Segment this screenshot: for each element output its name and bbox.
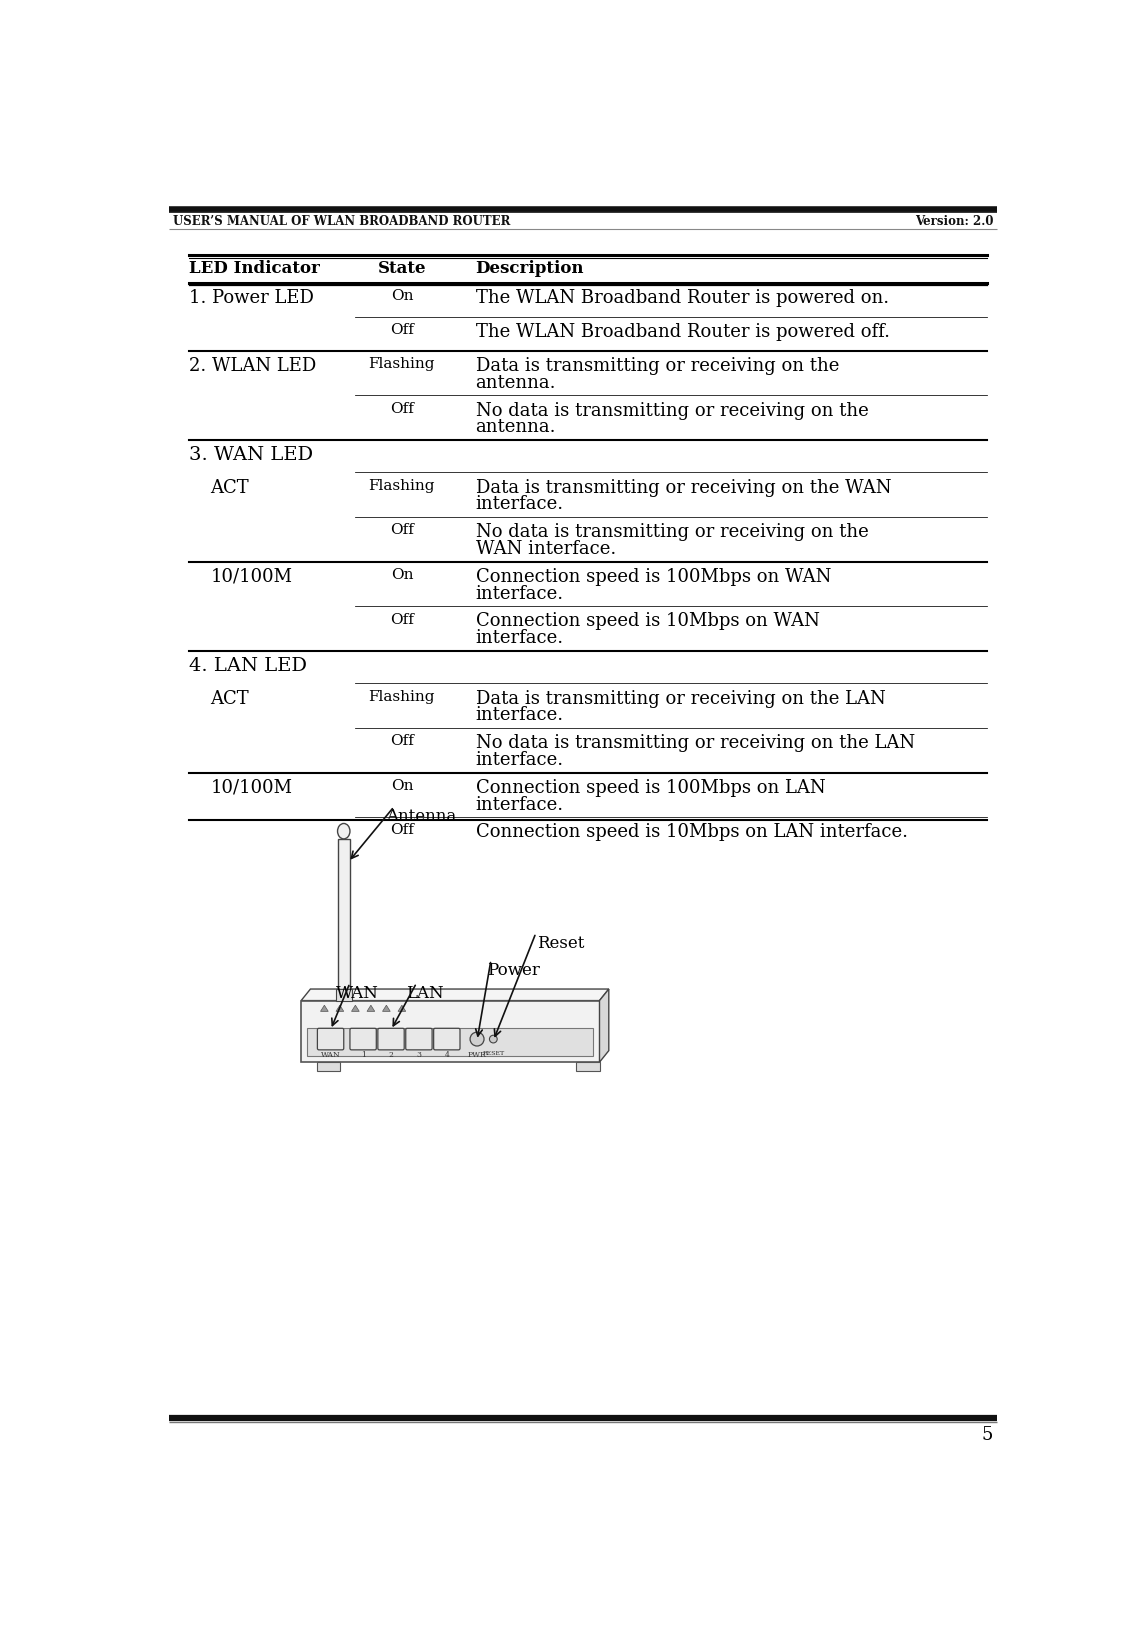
Text: 5: 5 xyxy=(982,1426,993,1444)
Text: Connection speed is 100Mbps on LAN: Connection speed is 100Mbps on LAN xyxy=(476,778,825,796)
Text: 1. Power LED: 1. Power LED xyxy=(189,289,314,307)
Circle shape xyxy=(489,1036,497,1042)
Polygon shape xyxy=(382,1004,390,1011)
FancyBboxPatch shape xyxy=(318,1028,344,1051)
Text: ACT: ACT xyxy=(211,689,249,707)
Text: interface.: interface. xyxy=(476,707,563,725)
Ellipse shape xyxy=(338,823,351,839)
Text: Reset: Reset xyxy=(537,935,585,952)
Polygon shape xyxy=(366,1004,374,1011)
Text: Off: Off xyxy=(390,401,414,416)
Bar xyxy=(307,1028,593,1056)
Text: Off: Off xyxy=(390,524,414,537)
Text: Version: 2.0: Version: 2.0 xyxy=(915,215,993,228)
Text: 3. WAN LED: 3. WAN LED xyxy=(189,446,313,464)
Text: WAN: WAN xyxy=(321,1051,340,1059)
Text: 10/100M: 10/100M xyxy=(211,568,292,586)
Text: Description: Description xyxy=(476,259,584,278)
Text: Flashing: Flashing xyxy=(369,689,435,704)
Polygon shape xyxy=(600,990,609,1062)
Polygon shape xyxy=(336,1004,344,1011)
Text: 10/100M: 10/100M xyxy=(211,778,292,796)
Text: Off: Off xyxy=(390,324,414,337)
Text: No data is transmitting or receiving on the LAN: No data is transmitting or receiving on … xyxy=(476,733,915,752)
Text: No data is transmitting or receiving on the: No data is transmitting or receiving on … xyxy=(476,524,868,542)
Text: interface.: interface. xyxy=(476,752,563,770)
Text: The WLAN Broadband Router is powered on.: The WLAN Broadband Router is powered on. xyxy=(476,289,889,307)
FancyBboxPatch shape xyxy=(406,1028,432,1051)
Text: Off: Off xyxy=(390,613,414,626)
Text: interface.: interface. xyxy=(476,496,563,514)
FancyBboxPatch shape xyxy=(434,1028,460,1051)
Text: Connection speed is 100Mbps on WAN: Connection speed is 100Mbps on WAN xyxy=(476,568,831,586)
Text: interface.: interface. xyxy=(476,629,563,648)
FancyBboxPatch shape xyxy=(302,1001,600,1062)
FancyBboxPatch shape xyxy=(351,1028,377,1051)
Text: On: On xyxy=(390,568,413,582)
Text: 3: 3 xyxy=(417,1051,421,1059)
Circle shape xyxy=(470,1032,484,1046)
Bar xyxy=(316,1062,340,1072)
Text: Off: Off xyxy=(390,733,414,748)
Text: 1: 1 xyxy=(361,1051,365,1059)
Polygon shape xyxy=(302,990,609,1001)
Text: On: On xyxy=(390,778,413,793)
Text: Flashing: Flashing xyxy=(369,357,435,370)
Text: RESET: RESET xyxy=(483,1051,504,1056)
Text: Power: Power xyxy=(487,961,541,980)
Text: 4. LAN LED: 4. LAN LED xyxy=(189,657,307,676)
Text: The WLAN Broadband Router is powered off.: The WLAN Broadband Router is powered off… xyxy=(476,324,890,340)
Text: No data is transmitting or receiving on the: No data is transmitting or receiving on … xyxy=(476,401,868,420)
Text: Data is transmitting or receiving on the LAN: Data is transmitting or receiving on the… xyxy=(476,689,885,707)
Polygon shape xyxy=(398,1004,406,1011)
Text: WAN interface.: WAN interface. xyxy=(476,540,616,558)
Text: LED Indicator: LED Indicator xyxy=(189,259,320,278)
Text: antenna.: antenna. xyxy=(476,418,556,436)
Text: State: State xyxy=(378,259,426,278)
Text: interface.: interface. xyxy=(476,796,563,814)
Bar xyxy=(338,839,351,990)
Text: Data is transmitting or receiving on the WAN: Data is transmitting or receiving on the… xyxy=(476,479,891,497)
Text: Off: Off xyxy=(390,823,414,838)
Bar xyxy=(576,1062,600,1072)
Text: Data is transmitting or receiving on the: Data is transmitting or receiving on the xyxy=(476,357,839,375)
Text: WAN: WAN xyxy=(336,985,379,1003)
Text: Antenna: Antenna xyxy=(387,808,456,824)
Text: 4: 4 xyxy=(444,1051,450,1059)
Text: USER’S MANUAL OF WLAN BROADBAND ROUTER: USER’S MANUAL OF WLAN BROADBAND ROUTER xyxy=(173,215,511,228)
Bar xyxy=(336,990,352,1001)
Text: LAN: LAN xyxy=(406,985,444,1003)
Polygon shape xyxy=(321,1004,328,1011)
Text: Connection speed is 10Mbps on WAN: Connection speed is 10Mbps on WAN xyxy=(476,613,819,631)
Text: On: On xyxy=(390,289,413,302)
Text: Flashing: Flashing xyxy=(369,479,435,492)
Text: ACT: ACT xyxy=(211,479,249,497)
Text: PWR: PWR xyxy=(468,1051,486,1059)
Polygon shape xyxy=(352,1004,360,1011)
Text: Connection speed is 10Mbps on LAN interface.: Connection speed is 10Mbps on LAN interf… xyxy=(476,823,907,841)
FancyBboxPatch shape xyxy=(378,1028,404,1051)
Text: 2: 2 xyxy=(388,1051,394,1059)
Text: interface.: interface. xyxy=(476,585,563,603)
Text: 2. WLAN LED: 2. WLAN LED xyxy=(189,357,316,375)
Text: antenna.: antenna. xyxy=(476,373,556,392)
